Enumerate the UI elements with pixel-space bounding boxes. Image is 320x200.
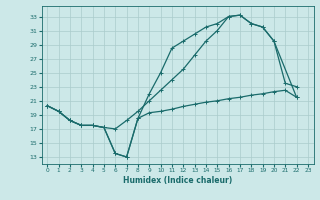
X-axis label: Humidex (Indice chaleur): Humidex (Indice chaleur) (123, 176, 232, 185)
